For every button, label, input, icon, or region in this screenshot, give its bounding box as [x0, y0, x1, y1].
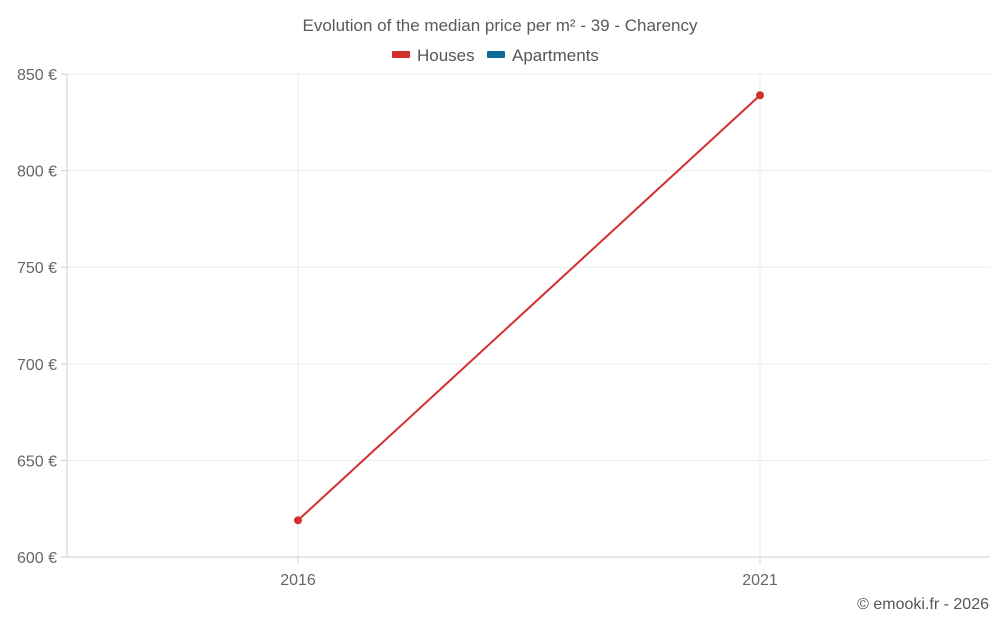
y-tick-label: 750 €	[17, 260, 57, 277]
x-axis-ticks: 2016 2021	[280, 557, 778, 589]
y-tick-label: 850 €	[17, 67, 57, 84]
x-tick-label: 2021	[742, 572, 778, 589]
legend-swatch-houses	[392, 51, 410, 58]
y-axis-ticks: 600 € 650 € 700 € 750 € 800 € 850 €	[17, 67, 67, 567]
gridlines	[67, 73, 990, 557]
legend-label-houses: Houses	[417, 46, 475, 65]
axes	[66, 74, 990, 558]
data-point-houses[interactable]	[294, 516, 302, 525]
legend: Houses Apartments	[392, 46, 599, 65]
x-tick-label: 2016	[280, 572, 316, 589]
y-tick-label: 600 €	[17, 550, 57, 567]
legend-swatch-apartments	[487, 51, 505, 58]
series-layer	[294, 91, 764, 525]
data-point-houses[interactable]	[756, 91, 764, 100]
legend-item-houses[interactable]: Houses	[392, 46, 475, 65]
credit-text: © emooki.fr - 2026	[857, 596, 989, 613]
y-tick-label: 700 €	[17, 357, 57, 374]
chart-title: Evolution of the median price per m² - 3…	[303, 16, 698, 35]
y-tick-label: 650 €	[17, 453, 57, 470]
legend-label-apartments: Apartments	[512, 46, 599, 65]
legend-item-apartments[interactable]: Apartments	[487, 46, 599, 65]
series-line-houses	[297, 94, 761, 522]
y-tick-label: 800 €	[17, 164, 57, 181]
